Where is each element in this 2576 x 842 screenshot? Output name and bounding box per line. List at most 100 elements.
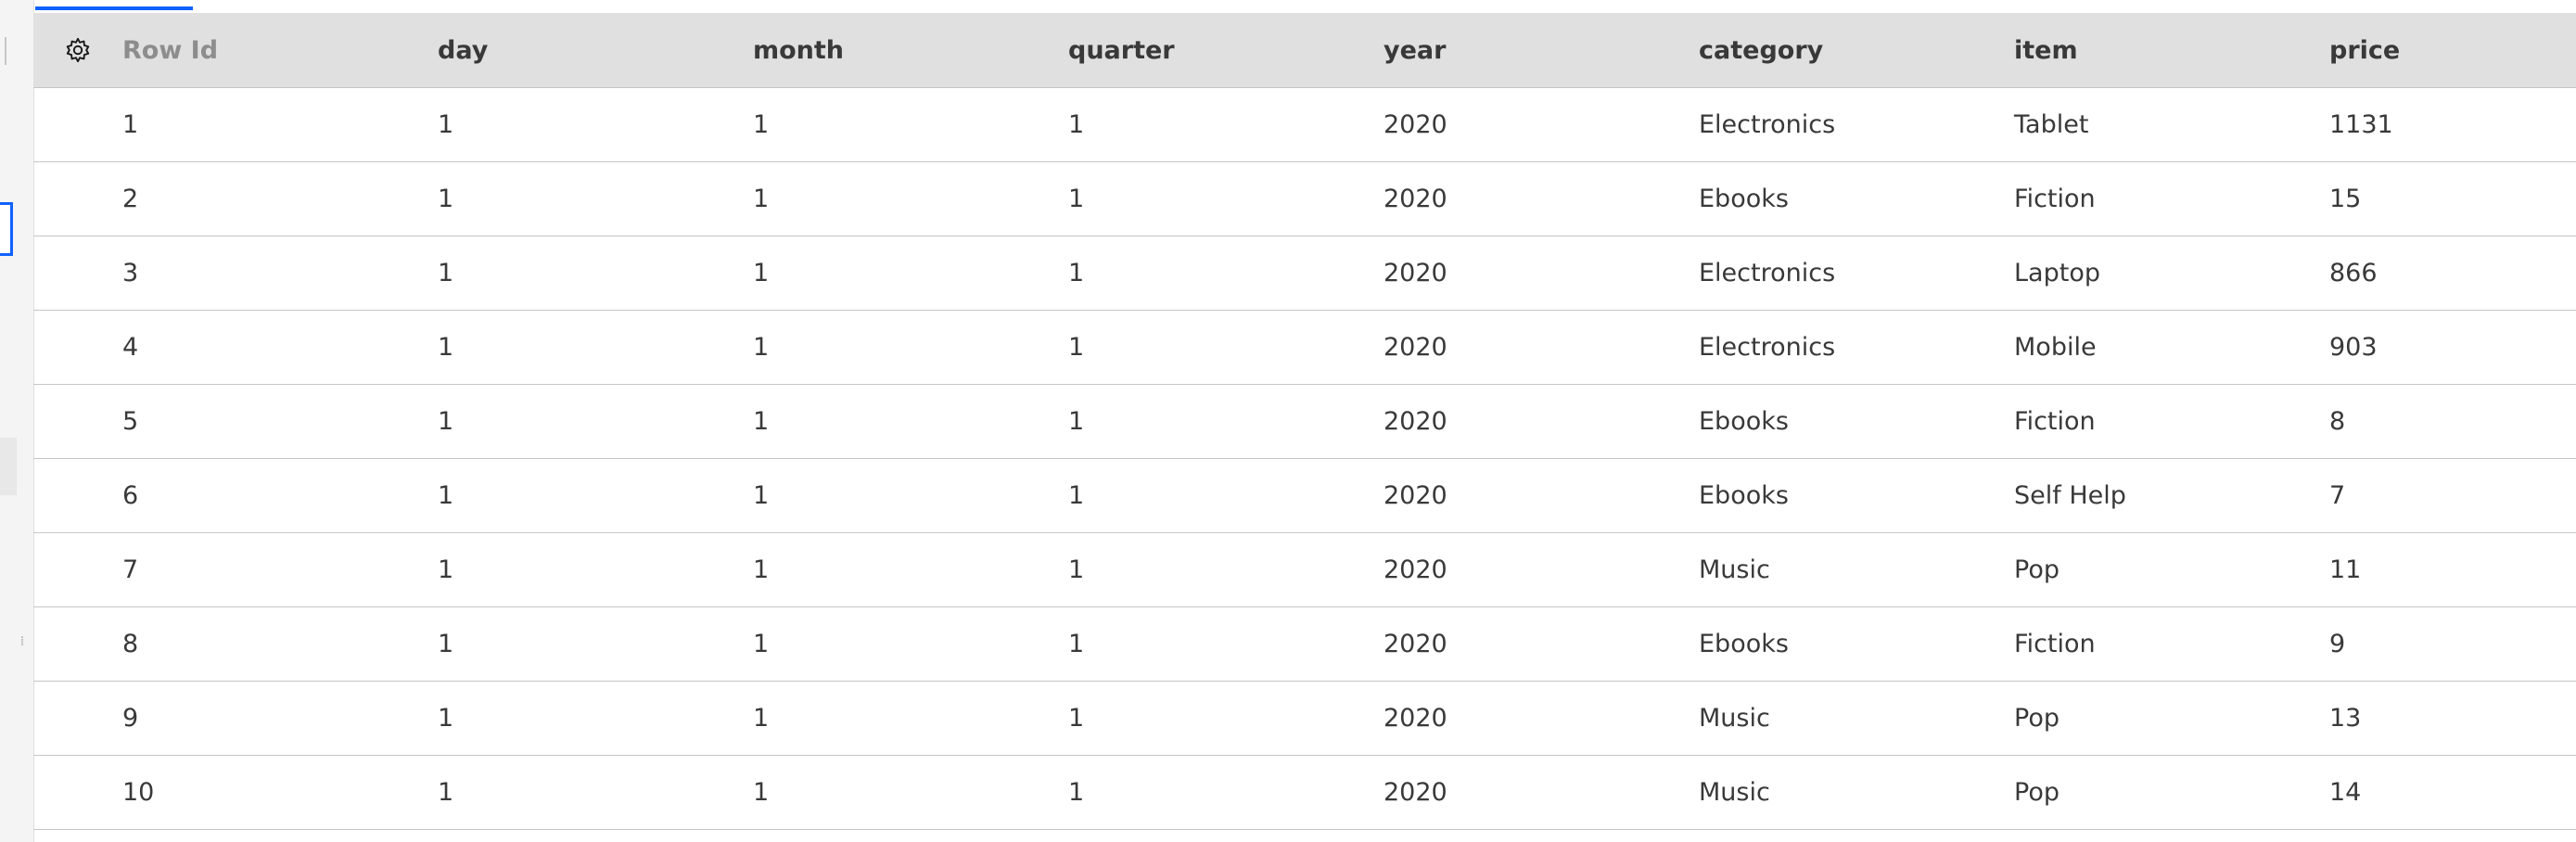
cell-year[interactable]: 2020 <box>1384 778 1447 807</box>
cell-category[interactable]: Ebooks <box>1699 630 1789 658</box>
cell-quarter[interactable]: 1 <box>1068 259 1085 287</box>
cell-year[interactable]: 2020 <box>1384 185 1447 213</box>
cell-category[interactable]: Music <box>1699 555 1770 584</box>
table-row[interactable]: 5 1 1 1 2020 Ebooks Fiction 8 <box>33 385 2576 459</box>
cell-row-id[interactable]: 1 <box>122 110 139 139</box>
cell-item[interactable]: Fiction <box>2014 630 2096 658</box>
cell-day[interactable]: 1 <box>438 110 454 139</box>
cell-row-id[interactable]: 2 <box>122 185 139 213</box>
table-row[interactable]: 3 1 1 1 2020 Electronics Laptop 866 <box>33 236 2576 311</box>
cell-row-id[interactable]: 9 <box>122 704 139 733</box>
cell-day[interactable]: 1 <box>438 259 454 287</box>
cell-quarter[interactable]: 1 <box>1068 555 1085 584</box>
cell-price[interactable]: 11 <box>2329 555 2362 584</box>
cell-row-id[interactable]: 5 <box>122 407 139 436</box>
table-row[interactable]: 9 1 1 1 2020 Music Pop 13 <box>33 682 2576 756</box>
column-header-item[interactable]: item <box>2014 35 2078 65</box>
cell-row-id[interactable]: 4 <box>122 333 139 362</box>
cell-price[interactable]: 903 <box>2329 333 2378 362</box>
table-row[interactable]: 8 1 1 1 2020 Ebooks Fiction 9 <box>33 607 2576 682</box>
cell-price[interactable]: 7 <box>2329 481 2346 510</box>
cell-day[interactable]: 1 <box>438 630 454 658</box>
table-settings-button[interactable] <box>33 13 122 87</box>
cell-category[interactable]: Electronics <box>1699 259 1836 287</box>
cell-month[interactable]: 1 <box>753 555 770 584</box>
cell-day[interactable]: 1 <box>438 555 454 584</box>
cell-year[interactable]: 2020 <box>1384 481 1447 510</box>
cell-year[interactable]: 2020 <box>1384 630 1447 658</box>
cell-quarter[interactable]: 1 <box>1068 407 1085 436</box>
cell-month[interactable]: 1 <box>753 333 770 362</box>
cell-price[interactable]: 8 <box>2329 407 2346 436</box>
cell-price[interactable]: 13 <box>2329 704 2362 733</box>
cell-year[interactable]: 2020 <box>1384 704 1447 733</box>
table-row[interactable]: 2 1 1 1 2020 Ebooks Fiction 15 <box>33 162 2576 236</box>
cell-item[interactable]: Pop <box>2014 555 2060 584</box>
cell-quarter[interactable]: 1 <box>1068 481 1085 510</box>
cell-month[interactable]: 1 <box>753 704 770 733</box>
cell-quarter[interactable]: 1 <box>1068 110 1085 139</box>
cell-item[interactable]: Self Help <box>2014 481 2126 510</box>
cell-price[interactable]: 15 <box>2329 185 2362 213</box>
cell-category[interactable]: Ebooks <box>1699 185 1789 213</box>
cell-day[interactable]: 1 <box>438 407 454 436</box>
cell-year[interactable]: 2020 <box>1384 259 1447 287</box>
cell-price[interactable]: 9 <box>2329 630 2346 658</box>
column-header-day[interactable]: day <box>438 35 489 65</box>
column-header-month[interactable]: month <box>753 35 845 65</box>
cell-category[interactable]: Ebooks <box>1699 407 1789 436</box>
cell-row-id[interactable]: 7 <box>122 555 139 584</box>
cell-item[interactable]: Pop <box>2014 778 2060 807</box>
cell-item[interactable]: Mobile <box>2014 333 2097 362</box>
table-row[interactable]: 1 1 1 1 2020 Electronics Tablet 1131 <box>33 88 2576 162</box>
table-row[interactable]: 4 1 1 1 2020 Electronics Mobile 903 <box>33 311 2576 385</box>
column-header-row-id[interactable]: Row Id <box>122 35 219 65</box>
column-header-quarter[interactable]: quarter <box>1068 35 1175 65</box>
column-header-price[interactable]: price <box>2329 35 2401 65</box>
cell-quarter[interactable]: 1 <box>1068 333 1085 362</box>
cell-category[interactable]: Music <box>1699 704 1770 733</box>
table-row[interactable]: 6 1 1 1 2020 Ebooks Self Help 7 <box>33 459 2576 533</box>
focused-panel-control[interactable] <box>0 202 13 256</box>
cell-year[interactable]: 2020 <box>1384 555 1447 584</box>
cell-category[interactable]: Ebooks <box>1699 481 1789 510</box>
table-row[interactable]: 10 1 1 1 2020 Music Pop 14 <box>33 756 2576 830</box>
cell-row-id[interactable]: 8 <box>122 630 139 658</box>
cell-month[interactable]: 1 <box>753 407 770 436</box>
cell-day[interactable]: 1 <box>438 481 454 510</box>
cell-quarter[interactable]: 1 <box>1068 704 1085 733</box>
cell-category[interactable]: Music <box>1699 778 1770 807</box>
cell-price[interactable]: 866 <box>2329 259 2378 287</box>
cell-month[interactable]: 1 <box>753 110 770 139</box>
table-row[interactable]: 7 1 1 1 2020 Music Pop 11 <box>33 533 2576 607</box>
cell-item[interactable]: Fiction <box>2014 407 2096 436</box>
cell-month[interactable]: 1 <box>753 630 770 658</box>
cell-item[interactable]: Laptop <box>2014 259 2100 287</box>
cell-day[interactable]: 1 <box>438 185 454 213</box>
cell-category[interactable]: Electronics <box>1699 110 1836 139</box>
cell-item[interactable]: Tablet <box>2014 110 2089 139</box>
cell-row-id[interactable]: 6 <box>122 481 139 510</box>
column-header-year[interactable]: year <box>1384 35 1447 65</box>
cell-item[interactable]: Pop <box>2014 704 2060 733</box>
cell-row-id[interactable]: 3 <box>122 259 139 287</box>
cell-quarter[interactable]: 1 <box>1068 778 1085 807</box>
cell-month[interactable]: 1 <box>753 481 770 510</box>
cell-year[interactable]: 2020 <box>1384 407 1447 436</box>
cell-day[interactable]: 1 <box>438 704 454 733</box>
drag-handle-icon[interactable]: ⁞ <box>19 634 25 649</box>
cell-item[interactable]: Fiction <box>2014 185 2096 213</box>
cell-year[interactable]: 2020 <box>1384 110 1447 139</box>
cell-day[interactable]: 1 <box>438 778 454 807</box>
cell-month[interactable]: 1 <box>753 778 770 807</box>
cell-row-id[interactable]: 10 <box>122 778 155 807</box>
cell-month[interactable]: 1 <box>753 259 770 287</box>
cell-quarter[interactable]: 1 <box>1068 185 1085 213</box>
cell-day[interactable]: 1 <box>438 333 454 362</box>
cell-year[interactable]: 2020 <box>1384 333 1447 362</box>
cell-quarter[interactable]: 1 <box>1068 630 1085 658</box>
cell-price[interactable]: 14 <box>2329 778 2362 807</box>
cell-month[interactable]: 1 <box>753 185 770 213</box>
cell-price[interactable]: 1131 <box>2329 110 2393 139</box>
column-header-category[interactable]: category <box>1699 35 1824 65</box>
